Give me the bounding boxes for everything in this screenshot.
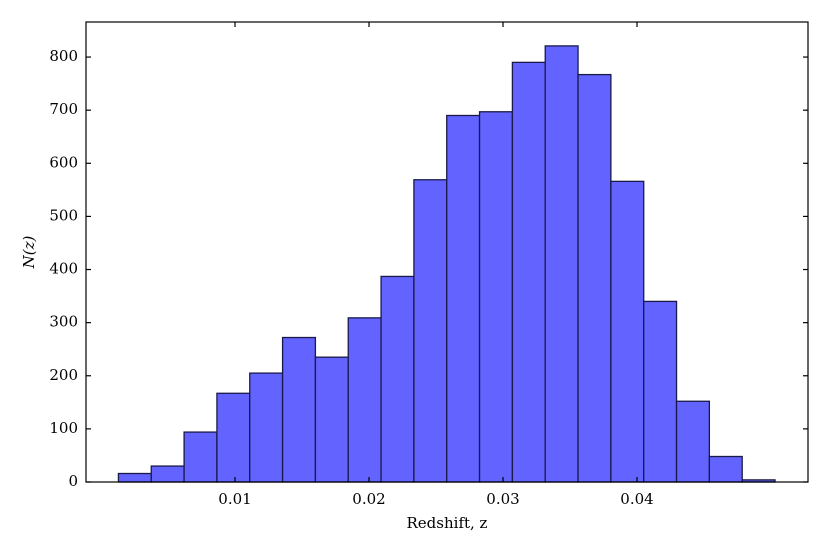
bar (347, 317, 382, 483)
bar (544, 45, 579, 483)
x-axis-label: Redshift, z (407, 514, 488, 532)
y-tick-label: 700 (49, 100, 78, 118)
y-tick-label: 0 (68, 472, 78, 490)
x-tick-label: 0.03 (486, 490, 519, 508)
y-tick-label: 100 (49, 419, 78, 437)
bar (314, 356, 349, 483)
bar (413, 179, 448, 483)
bar (150, 465, 185, 483)
y-axis-label: N(z) (20, 235, 38, 269)
y-tick-label: 600 (49, 153, 78, 171)
bar (643, 300, 678, 483)
bar (446, 114, 481, 483)
y-tick-label: 400 (49, 260, 78, 278)
bar (511, 61, 546, 483)
bar (117, 472, 152, 483)
x-tick-label: 0.04 (620, 490, 653, 508)
bar (380, 275, 415, 483)
y-tick-label: 800 (49, 47, 78, 65)
y-tick-label: 200 (49, 366, 78, 384)
bar (249, 372, 284, 483)
bar (478, 111, 514, 483)
x-tick-label: 0.02 (352, 490, 385, 508)
bar (183, 431, 218, 483)
bar (708, 455, 743, 483)
bar (577, 73, 612, 483)
y-tick-label: 500 (49, 206, 78, 224)
bar (216, 392, 251, 483)
bar (675, 400, 711, 483)
y-tick-label: 300 (49, 313, 78, 331)
plot-frame (85, 21, 809, 483)
bar (281, 336, 317, 483)
x-tick-label: 0.01 (218, 490, 251, 508)
bar (610, 180, 645, 483)
